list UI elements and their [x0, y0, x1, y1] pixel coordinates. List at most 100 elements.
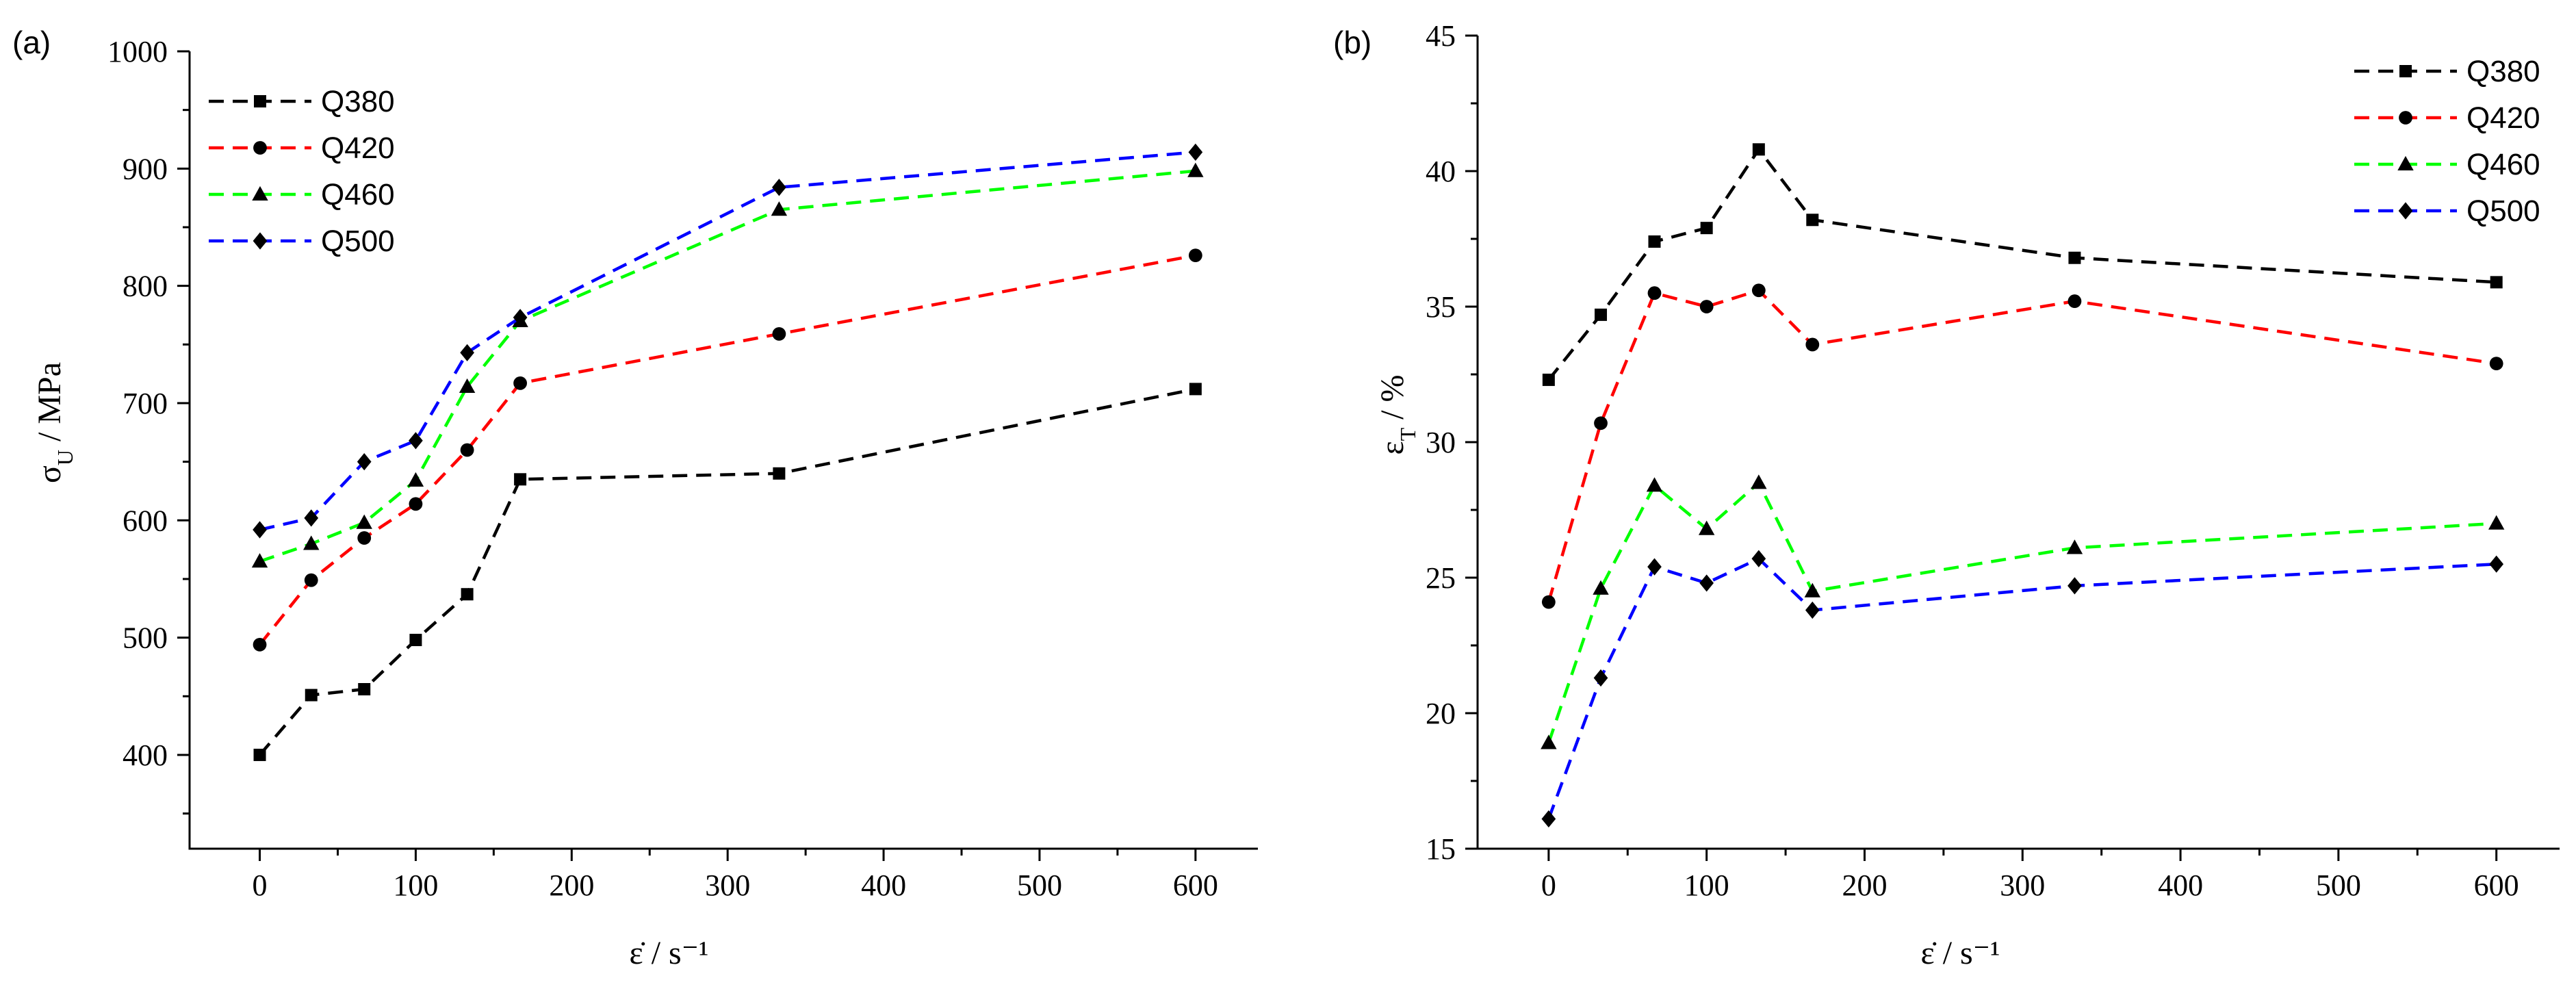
- x-tick-label: 100: [393, 869, 438, 902]
- data-point: [2068, 577, 2082, 595]
- data-point: [1751, 474, 1767, 489]
- data-point: [513, 309, 528, 326]
- data-point: [2490, 276, 2503, 289]
- data-point: [772, 179, 786, 196]
- data-point: [2489, 357, 2503, 371]
- x-tick-label: 300: [705, 869, 750, 902]
- legend-marker: [2399, 65, 2412, 77]
- y-tick-label: 35: [1426, 290, 1456, 324]
- data-point: [2489, 555, 2504, 573]
- legend-marker: [253, 232, 268, 250]
- y-tick-label: 800: [123, 270, 168, 303]
- data-point: [1647, 558, 1662, 576]
- y-tick-label: 400: [123, 738, 168, 772]
- legend-label: Q420: [2466, 101, 2540, 135]
- y-axis-label-sub: T: [1395, 427, 1420, 441]
- data-point: [1542, 373, 1555, 386]
- data-point: [1188, 248, 1202, 263]
- panel-label: (a): [12, 25, 51, 60]
- data-point: [513, 376, 528, 390]
- data-point: [251, 553, 268, 568]
- data-point: [1751, 283, 1766, 298]
- x-tick-label: 600: [2474, 869, 2519, 902]
- legend-label: Q460: [321, 178, 395, 211]
- data-point: [461, 588, 474, 601]
- legend: Q380 Q420 Q460 Q500: [209, 85, 395, 258]
- series-q460: [251, 162, 1204, 568]
- y-tick-label: 25: [1426, 561, 1456, 595]
- data-point: [1751, 550, 1766, 567]
- x-tick-label: 200: [549, 869, 594, 902]
- legend-label: Q380: [2466, 55, 2540, 88]
- y-axis-label-main: ε: [1374, 441, 1411, 454]
- data-point: [1187, 162, 1204, 177]
- legend-label: Q420: [321, 131, 395, 165]
- data-point: [772, 326, 786, 341]
- y-tick-label: 40: [1426, 155, 1456, 188]
- data-point: [409, 432, 423, 450]
- data-point: [771, 201, 788, 216]
- data-point: [1594, 416, 1608, 431]
- series-q500: [253, 143, 1203, 539]
- x-tick-label: 600: [1173, 869, 1218, 902]
- data-point: [459, 378, 476, 393]
- y-tick-label: 600: [123, 504, 168, 537]
- plot-axes: [188, 51, 1258, 850]
- legend-label: Q460: [2466, 148, 2540, 181]
- data-point: [1188, 143, 1203, 161]
- data-point: [514, 473, 527, 486]
- data-point: [1805, 601, 1820, 619]
- data-point: [1699, 574, 1714, 592]
- x-tick-label: 400: [2158, 869, 2203, 902]
- data-point: [773, 467, 786, 480]
- series-q380: [253, 383, 1202, 761]
- series-q420: [1541, 283, 2503, 609]
- legend-marker: [252, 185, 268, 201]
- series-q380: [1542, 143, 2503, 386]
- data-point: [1593, 580, 1609, 595]
- y-tick-label: 15: [1426, 832, 1456, 866]
- x-tick-label: 400: [861, 869, 906, 902]
- plot-axes: [1476, 36, 2560, 850]
- data-point: [1752, 143, 1765, 156]
- data-point: [1648, 235, 1661, 248]
- chart-panel-a: (a) 0 100 200 300 400 500 600 400 500 600 700 800 900…: [12, 25, 1258, 971]
- series-line: [259, 169, 1196, 563]
- data-point: [1806, 214, 1819, 227]
- data-point: [2068, 251, 2081, 264]
- series-line: [1547, 480, 2497, 744]
- data-point: [1593, 669, 1608, 687]
- legend-marker: [2399, 111, 2412, 125]
- legend-marker: [2398, 202, 2413, 220]
- data-point: [357, 453, 372, 471]
- data-point: [1698, 520, 1715, 535]
- data-point: [1700, 222, 1713, 235]
- series-line: [1547, 288, 2497, 603]
- legend-label: Q500: [2466, 194, 2540, 228]
- data-point: [460, 344, 474, 361]
- x-tick-label: 100: [1684, 869, 1729, 902]
- data-point: [407, 472, 424, 487]
- panel-label: (b): [1333, 25, 1371, 60]
- data-point: [1189, 383, 1202, 396]
- y-axis-label: σU / MPa: [31, 362, 77, 483]
- series-line: [258, 387, 1196, 756]
- series-q500: [1541, 550, 2504, 828]
- y-tick-label: 30: [1426, 426, 1456, 459]
- legend-marker: [253, 141, 267, 155]
- x-tick-label: 300: [2000, 869, 2045, 902]
- series-line: [258, 253, 1196, 646]
- y-tick-label: 700: [123, 387, 168, 420]
- data-point: [356, 514, 372, 529]
- x-tick-label: 500: [1017, 869, 1062, 902]
- data-point: [1647, 286, 1662, 300]
- data-point: [1541, 595, 1556, 609]
- data-point: [2066, 539, 2083, 554]
- data-point: [1541, 810, 1556, 828]
- x-axis-label: ε̇ / s⁻¹: [630, 935, 709, 971]
- data-point: [303, 535, 320, 550]
- x-tick-label: 0: [1541, 869, 1556, 902]
- data-point: [409, 497, 423, 511]
- y-tick-label: 1000: [107, 35, 168, 68]
- x-axis-label: ε̇ / s⁻¹: [1921, 935, 2000, 971]
